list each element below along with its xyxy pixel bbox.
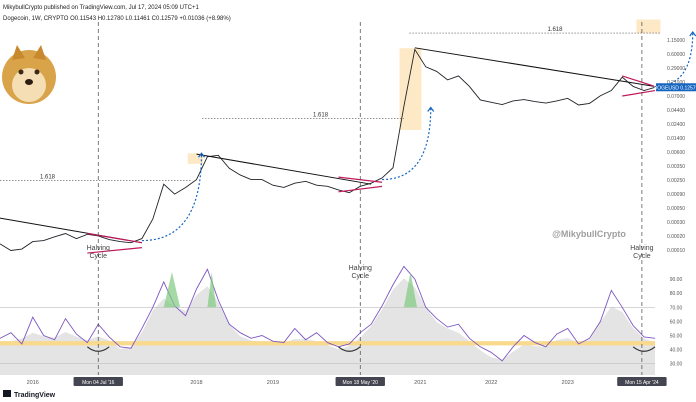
rsi-cloud <box>0 278 655 375</box>
rsi-bottom-arc <box>338 346 361 352</box>
y-tick-label: 1.15000 <box>667 38 685 44</box>
rsi-bottom-arc <box>632 346 656 352</box>
rsi-y-tick-label: 70.00 <box>670 305 683 311</box>
rsi-y-tick-label: 90.00 <box>670 277 683 283</box>
rsi-overbought-peak <box>207 272 217 308</box>
date-marker-label: Mon 18 May '20 <box>343 380 379 386</box>
doge-logo <box>2 45 56 104</box>
projection-arrowhead <box>198 152 205 158</box>
price-line <box>0 48 656 251</box>
rsi-support-band <box>0 341 655 346</box>
halving-label: Halving Cycle <box>630 245 653 260</box>
trendline <box>414 47 656 87</box>
y-tick-label: 0.04400 <box>667 108 685 114</box>
x-tick-label: 2022 <box>485 380 497 386</box>
header: MikybullCrypto published on TradingView.… <box>3 5 231 22</box>
projection-arrowhead <box>689 31 696 37</box>
highlight-box <box>399 48 422 130</box>
x-tick-label: 2021 <box>414 380 426 386</box>
rsi-y-tick-label: 50.00 <box>670 334 683 340</box>
rsi-overbought-peak <box>163 272 181 308</box>
y-tick-label: 0.00600 <box>667 150 685 156</box>
y-tick-label: 0.00350 <box>667 164 685 170</box>
watermark: @MikybullCrypto <box>552 229 626 239</box>
x-tick-label: 2023 <box>562 380 574 386</box>
footer-brand: TradingView <box>3 390 56 399</box>
date-marker <box>617 377 667 386</box>
date-marker-label: Mon 15 Apr '24 <box>625 380 659 386</box>
y-tick-label: 0.01400 <box>667 136 685 142</box>
highlight-box <box>187 153 204 164</box>
footer-brand-label: TradingView <box>14 392 56 399</box>
y-tick-label: 0.00050 <box>667 206 685 212</box>
current-price-tag <box>656 83 696 92</box>
y-tick-label: 0.21000 <box>667 80 685 86</box>
x-tick-label: 2016 <box>27 380 39 386</box>
rsi-overbought-peak <box>403 272 418 308</box>
y-tick-label: 0.00250 <box>667 178 685 184</box>
rsi-line <box>0 265 656 362</box>
date-marker <box>73 377 123 386</box>
consolidation-triangle <box>622 75 656 97</box>
projection-arrow <box>654 32 694 88</box>
y-tick-label: 0.00010 <box>667 248 685 254</box>
halving-label: Halving Cycle <box>349 265 372 280</box>
y-tick-label: 0.00020 <box>667 234 685 240</box>
rsi-y-tick-label: 30.00 <box>670 362 683 368</box>
fib-label: 1.618 <box>40 174 56 180</box>
rsi-y-tick-label: 60.00 <box>670 319 683 325</box>
y-tick-label: 0.07000 <box>667 94 685 100</box>
projection-arrow <box>382 107 432 181</box>
y-tick-label: 0.29000 <box>667 66 685 72</box>
x-tick-label: 2019 <box>267 380 279 386</box>
y-tick-label: 0.00090 <box>667 192 685 198</box>
y-tick-label: 0.02400 <box>667 122 685 128</box>
ohlc-line: Dogecoin, 1W, CRYPTO O0.11543 H0.12780 L… <box>3 16 231 22</box>
x-tick-label: 2018 <box>190 380 202 386</box>
rsi-y-tick-label: 80.00 <box>670 291 683 297</box>
fib-label: 1.618 <box>547 27 563 33</box>
projection-arrow <box>141 153 203 242</box>
y-tick-label: 0.00030 <box>667 220 685 226</box>
date-marker-label: Mon 04 Jul '16 <box>82 380 115 386</box>
rsi-y-tick-label: 40.00 <box>670 348 683 354</box>
published-line: MikybullCrypto published on TradingView.… <box>3 5 199 11</box>
trendline <box>196 153 372 185</box>
y-tick-label: 0.60000 <box>667 52 685 58</box>
consolidation-triangle <box>87 232 143 254</box>
date-marker <box>335 377 385 386</box>
projection-arrowhead <box>427 106 435 112</box>
current-price-label: DOGEUSD 0.12579 <box>654 85 696 91</box>
fib-label: 1.618 <box>313 113 329 119</box>
halving-label: Halving Cycle <box>87 245 110 260</box>
highlight-box <box>636 19 661 34</box>
